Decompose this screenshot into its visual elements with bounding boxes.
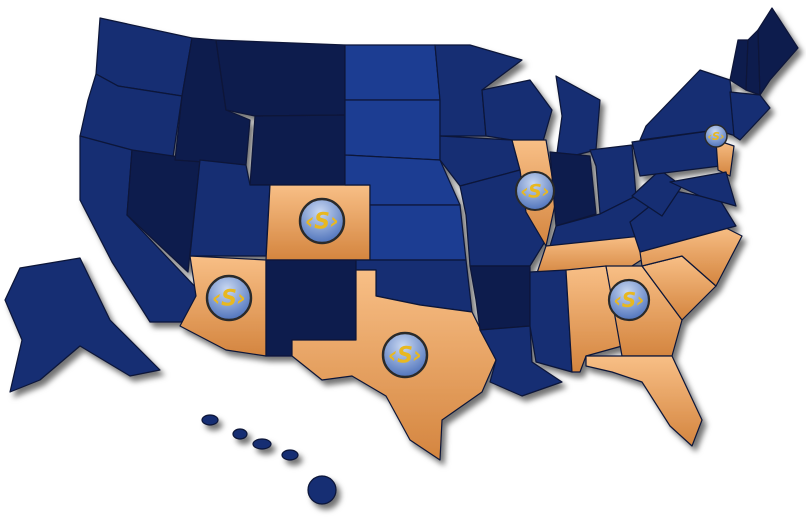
state-hawaii[interactable] <box>201 414 219 426</box>
state-florida[interactable] <box>585 355 703 447</box>
state-mass-ct-ri[interactable] <box>729 91 771 141</box>
state-maryland[interactable] <box>669 171 737 207</box>
state-mississippi[interactable] <box>529 269 573 373</box>
state-indiana[interactable] <box>549 151 597 227</box>
state-hawaii[interactable] <box>281 449 299 461</box>
state-maine[interactable] <box>757 7 799 96</box>
location-marker-texas[interactable]: ‹S› <box>381 331 429 379</box>
location-marker-georgia[interactable]: ‹S› <box>607 278 651 322</box>
location-marker-colorado[interactable]: ‹S› <box>298 197 346 245</box>
state-hawaii[interactable] <box>307 475 337 505</box>
state-montana[interactable] <box>215 39 346 117</box>
state-hawaii[interactable] <box>232 428 248 440</box>
state-arkansas[interactable] <box>469 265 531 331</box>
location-marker-new-jersey[interactable]: ‹S› <box>704 124 728 148</box>
company-logo-icon: ‹S› <box>388 344 422 369</box>
state-michigan[interactable] <box>555 75 601 161</box>
company-logo-icon: ‹S› <box>305 210 339 235</box>
company-logo-icon: ‹S› <box>212 287 246 312</box>
company-logo-icon: ‹S› <box>520 181 549 203</box>
company-logo-icon: ‹S› <box>708 130 725 143</box>
state-alaska[interactable] <box>4 257 161 393</box>
state-kansas[interactable] <box>369 204 467 261</box>
state-louisiana[interactable] <box>479 325 563 397</box>
state-wyoming[interactable] <box>249 114 346 186</box>
state-vermont[interactable] <box>729 39 749 91</box>
state-hawaii[interactable] <box>252 438 272 450</box>
state-south-dakota[interactable] <box>344 99 441 161</box>
state-north-dakota[interactable] <box>344 44 441 101</box>
location-marker-illinois[interactable]: ‹S› <box>514 170 556 212</box>
state-new-jersey[interactable] <box>715 139 735 177</box>
state-wisconsin[interactable] <box>481 79 553 146</box>
location-marker-arizona[interactable]: ‹S› <box>205 274 253 322</box>
company-logo-icon: ‹S› <box>614 288 645 312</box>
